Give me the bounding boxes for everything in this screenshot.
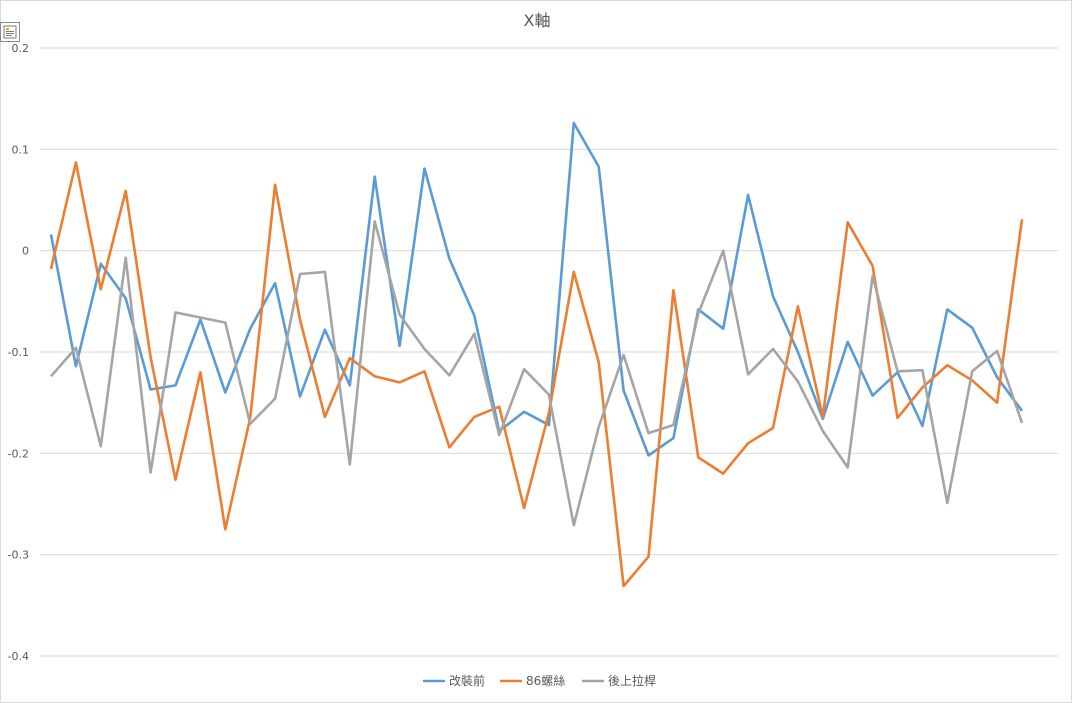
gridlines	[40, 47, 1058, 657]
y-tick-label: -0.3	[8, 549, 29, 562]
y-tick-label: 0.1	[12, 143, 30, 156]
legend: 改裝前 86螺絲 後上拉桿	[423, 673, 656, 688]
chart-filter-icon-glyph	[3, 25, 17, 39]
legend-label-0: 改裝前	[449, 673, 485, 688]
series-line-1	[49, 161, 1024, 588]
y-tick-label: 0	[22, 245, 29, 258]
legend-label-1: 86螺絲	[526, 673, 565, 688]
y-tick-label: -0.2	[8, 447, 29, 460]
y-tick-label: -0.1	[8, 346, 29, 359]
y-tick-label: 0.2	[12, 42, 30, 55]
chart-filter-icon[interactable]	[0, 22, 20, 42]
series-lines	[49, 121, 1024, 588]
series-line-2	[50, 220, 1024, 527]
chart-title: X軸	[524, 11, 551, 30]
y-axis-tick-labels: 0.2 0.1 0 -0.1 -0.2 -0.3 -0.4	[8, 42, 29, 663]
y-tick-label: -0.4	[8, 650, 29, 663]
legend-label-2: 後上拉桿	[608, 673, 656, 688]
